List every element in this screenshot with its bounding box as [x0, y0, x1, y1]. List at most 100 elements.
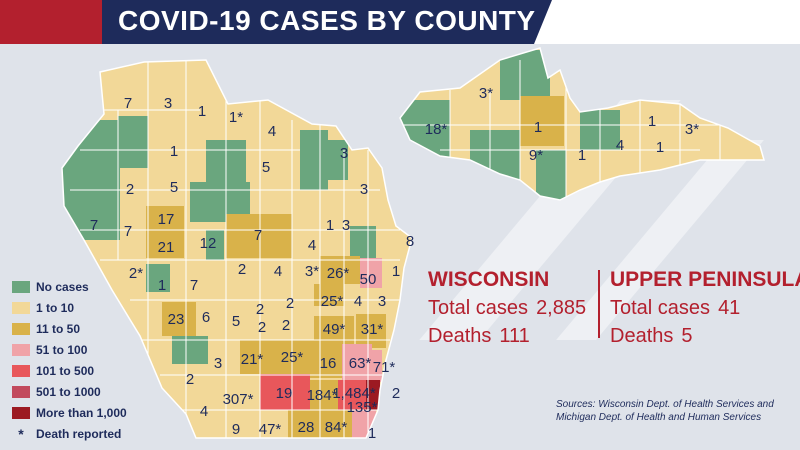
legend-label: No cases: [36, 279, 89, 294]
county-case-label: 7: [190, 277, 198, 294]
county-case-label: 3: [378, 293, 386, 310]
county-51-100: [362, 350, 382, 382]
legend-label: Death reported: [36, 426, 122, 441]
county-case-label: 1*: [229, 109, 243, 126]
legend-swatch: [12, 280, 30, 293]
legend-label: More than 1,000: [36, 405, 127, 420]
county-case-label: 21: [158, 239, 175, 256]
county-case-label: 4: [200, 403, 208, 420]
county-case-label: 3*: [305, 263, 319, 280]
county-case-label: 63*: [349, 355, 372, 372]
county-case-label: 2: [258, 319, 266, 336]
county-case-label: 16: [320, 355, 337, 372]
county-case-label: 47*: [259, 421, 282, 438]
deaths-value: 111: [499, 325, 530, 347]
county-case-label: 1: [578, 147, 586, 164]
legend-item-501-1000: 501 to 1000: [12, 381, 127, 402]
county-11-50: [226, 214, 292, 258]
county-101-500: [338, 380, 368, 410]
deaths-label: Deaths: [428, 325, 492, 347]
legend-label: 51 to 100: [36, 342, 88, 357]
county-case-label: 7: [90, 217, 98, 234]
sources-line: Sources: Wisconsin Dept. of Health Servi…: [556, 399, 774, 410]
county-11-50: [320, 410, 352, 438]
county-11-50: [162, 302, 196, 336]
county-case-label: 17: [158, 211, 175, 228]
sources-line: Michigan Dept. of Health and Human Servi…: [556, 412, 762, 423]
total-cases-value: 41: [718, 297, 741, 319]
county-case-label: 12: [200, 235, 217, 252]
county-11-50: [308, 340, 342, 378]
legend-label: 101 to 500: [36, 363, 95, 378]
county-case-label: 2: [256, 301, 264, 318]
county-case-label: 2*: [129, 265, 143, 282]
legend-label: 501 to 1000: [36, 384, 101, 399]
county-case-label: 4: [308, 237, 316, 254]
county-borders: [400, 60, 764, 200]
upper-peninsula-total-cases: Total cases 41: [610, 297, 800, 320]
county-case-label: 1: [656, 139, 664, 156]
county-case-label: 1: [392, 263, 400, 280]
legend-label: 11 to 50: [36, 321, 81, 336]
county-case-label: 18*: [425, 121, 448, 138]
county-case-label: 4: [274, 263, 282, 280]
legend-item-no-cases: No cases: [12, 276, 127, 297]
county-no-cases: [206, 230, 224, 260]
county-case-label: 1: [158, 277, 166, 294]
county-case-label: 25*: [321, 293, 344, 310]
county-case-label: 184*: [307, 387, 338, 404]
county-11-50: [356, 314, 386, 348]
county-case-label: 5: [232, 313, 240, 330]
county-11-50: [306, 380, 342, 412]
county-11-50: [520, 96, 564, 146]
upper-peninsula-outline: [399, 47, 765, 201]
county-case-label: 50: [360, 271, 377, 288]
page-title: COVID-19 CASES BY COUNTY: [118, 5, 536, 36]
county-11-50: [314, 316, 354, 344]
title-accent: [0, 0, 102, 44]
sources-note: Sources: Wisconsin Dept. of Health Servi…: [556, 398, 786, 424]
county-case-label: 4: [616, 137, 624, 154]
county-case-label: 5: [262, 159, 270, 176]
county-case-label: 2: [238, 261, 246, 278]
legend-item-101-500: 101 to 500: [12, 360, 127, 381]
county-11-50: [240, 340, 278, 374]
county-case-label: 307*: [223, 391, 254, 408]
county-case-label: 7: [254, 227, 262, 244]
county-case-label: 84*: [325, 419, 348, 436]
legend-item-over-1000: More than 1,000: [12, 402, 127, 423]
county-case-label: 3: [342, 217, 350, 234]
county-case-label: 3*: [479, 85, 493, 102]
legend-label: 1 to 10: [36, 300, 75, 315]
county-no-cases: [500, 50, 550, 100]
county-case-label: 9*: [529, 147, 543, 164]
deaths-label: Deaths: [610, 325, 674, 347]
county-case-label: 2: [286, 295, 294, 312]
deaths-value: 5: [681, 325, 693, 347]
county-case-label: 49*: [323, 321, 346, 338]
legend-item-11-50: 11 to 50: [12, 318, 127, 339]
county-11-50: [288, 410, 322, 438]
legend-swatch: [12, 322, 30, 335]
county-101-500: [260, 374, 310, 410]
wisconsin-total-cases: Total cases 2,885: [428, 297, 586, 320]
county-no-cases: [470, 130, 520, 180]
county-no-cases: [146, 264, 170, 292]
total-cases-label: Total cases: [428, 297, 529, 319]
total-cases-value: 2,885: [536, 297, 587, 319]
county-case-label: 6: [202, 309, 210, 326]
wisconsin-heading: WISCONSIN: [428, 268, 550, 291]
county-no-cases: [300, 130, 328, 190]
legend-swatch: [12, 343, 30, 356]
legend-swatch: [12, 385, 30, 398]
county-case-label: 4: [268, 123, 276, 140]
county-case-label: 3: [214, 355, 222, 372]
county-case-label: 21*: [241, 351, 264, 368]
county-case-label: 2: [392, 385, 400, 402]
county-case-label: 3: [340, 145, 348, 162]
county-case-label: 31*: [361, 321, 384, 338]
county-case-label: 1: [534, 119, 542, 136]
county-case-label: 3*: [685, 121, 699, 138]
